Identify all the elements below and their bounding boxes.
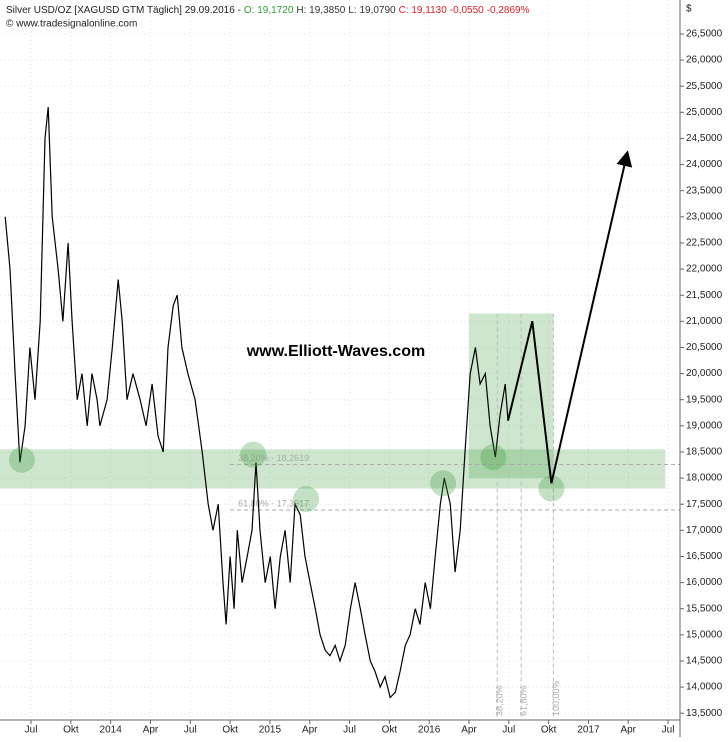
marker-circle — [430, 470, 457, 497]
y-tick-label: 15,5000 — [686, 603, 723, 614]
x-tick-label: Apr — [143, 725, 159, 736]
y-tick-label: 25,5000 — [686, 81, 723, 92]
x-tick-label: 2017 — [577, 725, 600, 736]
quote-value: -0,0550 — [450, 5, 484, 16]
y-tick-label: 17,0000 — [686, 525, 723, 536]
zone — [468, 313, 554, 479]
marker-circle — [8, 446, 35, 473]
y-tick-label: 22,0000 — [686, 264, 723, 275]
y-tick-label: 24,0000 — [686, 159, 723, 170]
y-tick-label: 26,5000 — [686, 29, 723, 40]
x-tick-label: Apr — [620, 725, 636, 736]
x-tick-label: 2016 — [418, 725, 441, 736]
y-tick-label: 14,5000 — [686, 656, 723, 667]
zone — [0, 449, 666, 489]
quote-value: C: 19,1130 — [399, 5, 448, 16]
quote-value: H: 19,3850 — [296, 5, 345, 16]
source: © www.tradesignalonline.com — [6, 19, 137, 30]
fib-label: 38,20% - 18,2619 — [238, 453, 309, 463]
y-tick-label: 26,0000 — [686, 55, 723, 66]
x-tick-label: Okt — [541, 725, 557, 736]
x-tick-label: Jul — [184, 725, 197, 736]
quote-value: L: 19,0790 — [348, 5, 396, 16]
y-tick-label: 14,0000 — [686, 682, 723, 693]
fib-label: 61,80% - 17,3917 — [238, 498, 309, 508]
watermark: www.Elliott-Waves.com — [246, 343, 425, 360]
y-tick-label: 17,5000 — [686, 499, 723, 510]
x-tick-label: 2014 — [100, 725, 123, 736]
x-tick-label: Jul — [25, 725, 38, 736]
marker-circle — [293, 485, 320, 512]
quote-value: -0,2869% — [487, 5, 530, 16]
marker-circle — [240, 441, 267, 468]
x-tick-label: Okt — [222, 725, 238, 736]
y-tick-label: 13,5000 — [686, 708, 723, 719]
y-tick-label: 19,0000 — [686, 420, 723, 431]
x-tick-label: Okt — [382, 725, 398, 736]
fib-time-label: 100,00% — [551, 680, 561, 716]
projection-arrow — [507, 150, 633, 484]
y-tick-label: 22,5000 — [686, 238, 723, 249]
x-tick-label: Okt — [63, 725, 79, 736]
y-tick-label: 21,5000 — [686, 290, 723, 301]
y-tick-label: 20,5000 — [686, 342, 723, 353]
x-tick-label: Apr — [461, 725, 477, 736]
y-tick-label: 25,0000 — [686, 107, 723, 118]
x-tick-label: Jul — [502, 725, 515, 736]
price-line — [4, 107, 509, 699]
y-axis-label: $ — [686, 4, 692, 15]
y-tick-label: 18,5000 — [686, 447, 723, 458]
fib-time-label: 61,80% — [519, 685, 529, 716]
y-tick-label: 19,5000 — [686, 394, 723, 405]
marker-circle — [538, 475, 565, 502]
marker-circle — [480, 444, 507, 471]
y-tick-label: 23,5000 — [686, 185, 723, 196]
title-text: Silver USD/OZ [XAGUSD GTM Täglich] 29.09… — [6, 5, 241, 16]
x-tick-label: Jul — [343, 725, 356, 736]
y-tick-label: 16,0000 — [686, 577, 723, 588]
x-tick-label: Jul — [662, 725, 675, 736]
y-tick-label: 16,5000 — [686, 551, 723, 562]
y-tick-label: 23,0000 — [686, 211, 723, 222]
zones: 38,20% - 18,2619 61,80% - 17,3917 38,20% 61… — [0, 313, 680, 720]
y-tick-label: 20,0000 — [686, 368, 723, 379]
y-tick-label: 15,0000 — [686, 629, 723, 640]
quote-value: O: 19,1720 — [244, 5, 294, 16]
chart-title: Silver USD/OZ [XAGUSD GTM Täglich] 29.09… — [6, 5, 530, 16]
x-tick-label: 2015 — [259, 725, 282, 736]
fib-time-label: 38,20% — [495, 685, 505, 716]
x-tick-label: Apr — [302, 725, 318, 736]
y-tick-label: 18,0000 — [686, 473, 723, 484]
y-tick-label: 21,0000 — [686, 316, 723, 327]
y-tick-label: 24,5000 — [686, 133, 723, 144]
plot — [4, 107, 633, 699]
